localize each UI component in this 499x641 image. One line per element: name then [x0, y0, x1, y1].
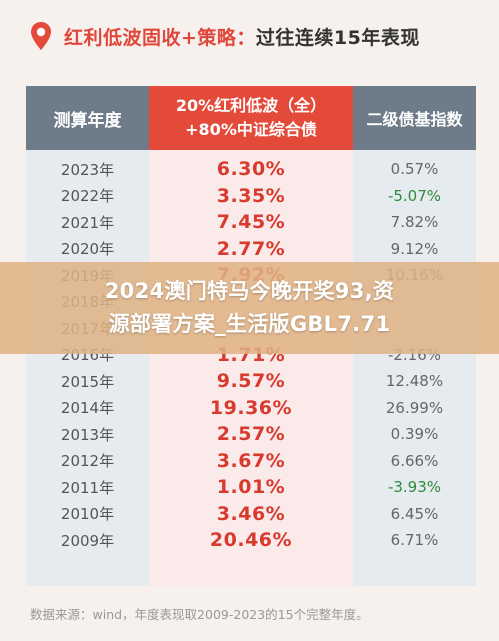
strategy-return-cell: 6.30% — [216, 158, 286, 181]
year-cell: 2014年 — [60, 399, 115, 418]
header-strategy: 20%红利低波（全） +80%中证综合债 — [149, 86, 353, 150]
index-return-cell: 0.39% — [390, 425, 439, 444]
index-return-cell: 0.57% — [390, 160, 439, 179]
year-cell: 2023年 — [60, 160, 115, 179]
index-return-cell: -5.07% — [387, 186, 442, 205]
page-header: 红利低波固收+策略： 过往连续15年表现 — [0, 0, 499, 72]
year-cell: 2010年 — [60, 505, 115, 524]
header-year: 测算年度 — [26, 86, 149, 150]
year-cell: 2011年 — [60, 478, 115, 497]
table-row: 2013年 2.57% 0.39% — [26, 421, 476, 448]
location-pin-icon — [30, 21, 52, 51]
table-body: 2023年 6.30% 0.57% 2022年 3.35% -5.07% 2021年 7.45… — [26, 156, 476, 554]
table-row: 2020年 2.77% 9.12% — [26, 236, 476, 263]
strategy-return-cell: 1.01% — [216, 476, 286, 499]
header-strategy-line1: 20%红利低波（全） — [175, 96, 327, 115]
year-cell: 2013年 — [60, 425, 115, 444]
header-strategy-line2: +80%中证综合债 — [185, 120, 317, 139]
strategy-return-cell: 20.46% — [209, 529, 293, 552]
data-source-note: 数据来源：wind，年度表现取2009-2023的15个完整年度。 — [30, 607, 369, 622]
strategy-return-cell: 2.77% — [216, 237, 286, 260]
year-cell: 2021年 — [60, 213, 115, 232]
strategy-return-cell: 3.67% — [216, 449, 286, 472]
strategy-return-cell: 2.57% — [216, 423, 286, 446]
table-row: 2023年 6.30% 0.57% — [26, 156, 476, 183]
table-row: 2014年 19.36% 26.99% — [26, 395, 476, 422]
overlay-banner: 2024澳门特马今晚开奖93,资 源部署方案_生活版GBL7.71 — [0, 262, 499, 354]
year-cell: 2022年 — [60, 187, 115, 206]
year-cell: 2020年 — [60, 240, 115, 259]
strategy-return-cell: 9.57% — [216, 370, 286, 393]
year-cell: 2012年 — [60, 452, 115, 471]
table-row: 2012年 3.67% 6.66% — [26, 448, 476, 475]
header-index: 二级债基指数 — [353, 86, 476, 150]
index-return-cell: 6.45% — [390, 504, 439, 523]
title-performance: 过往连续15年表现 — [255, 26, 420, 49]
index-return-cell: 26.99% — [385, 398, 444, 417]
year-cell: 2015年 — [60, 372, 115, 391]
strategy-return-cell: 3.35% — [216, 184, 286, 207]
table-row: 2011年 1.01% -3.93% — [26, 474, 476, 501]
strategy-return-cell: 3.46% — [216, 502, 286, 525]
index-return-cell: 9.12% — [390, 239, 439, 258]
year-cell: 2009年 — [60, 531, 115, 550]
index-return-cell: 7.82% — [390, 213, 439, 232]
table-row: 2010年 3.46% 6.45% — [26, 501, 476, 528]
index-return-cell: 6.71% — [390, 531, 439, 550]
table-row: 2009年 20.46% 6.71% — [26, 527, 476, 554]
index-return-cell: 12.48% — [385, 372, 444, 391]
title-strategy: 红利低波固收+策略： — [64, 26, 256, 49]
table-row: 2021年 7.45% 7.82% — [26, 209, 476, 236]
banner-line-2: 源部署方案_生活版GBL7.71 — [108, 312, 391, 336]
index-return-cell: 6.66% — [390, 451, 439, 470]
table-row: 2015年 9.57% 12.48% — [26, 368, 476, 395]
index-return-cell: -3.93% — [387, 478, 442, 497]
strategy-return-cell: 19.36% — [209, 396, 293, 419]
banner-line-1: 2024澳门特马今晚开奖93,资 — [104, 279, 395, 303]
strategy-return-cell: 7.45% — [216, 211, 286, 234]
table-row: 2022年 3.35% -5.07% — [26, 183, 476, 210]
